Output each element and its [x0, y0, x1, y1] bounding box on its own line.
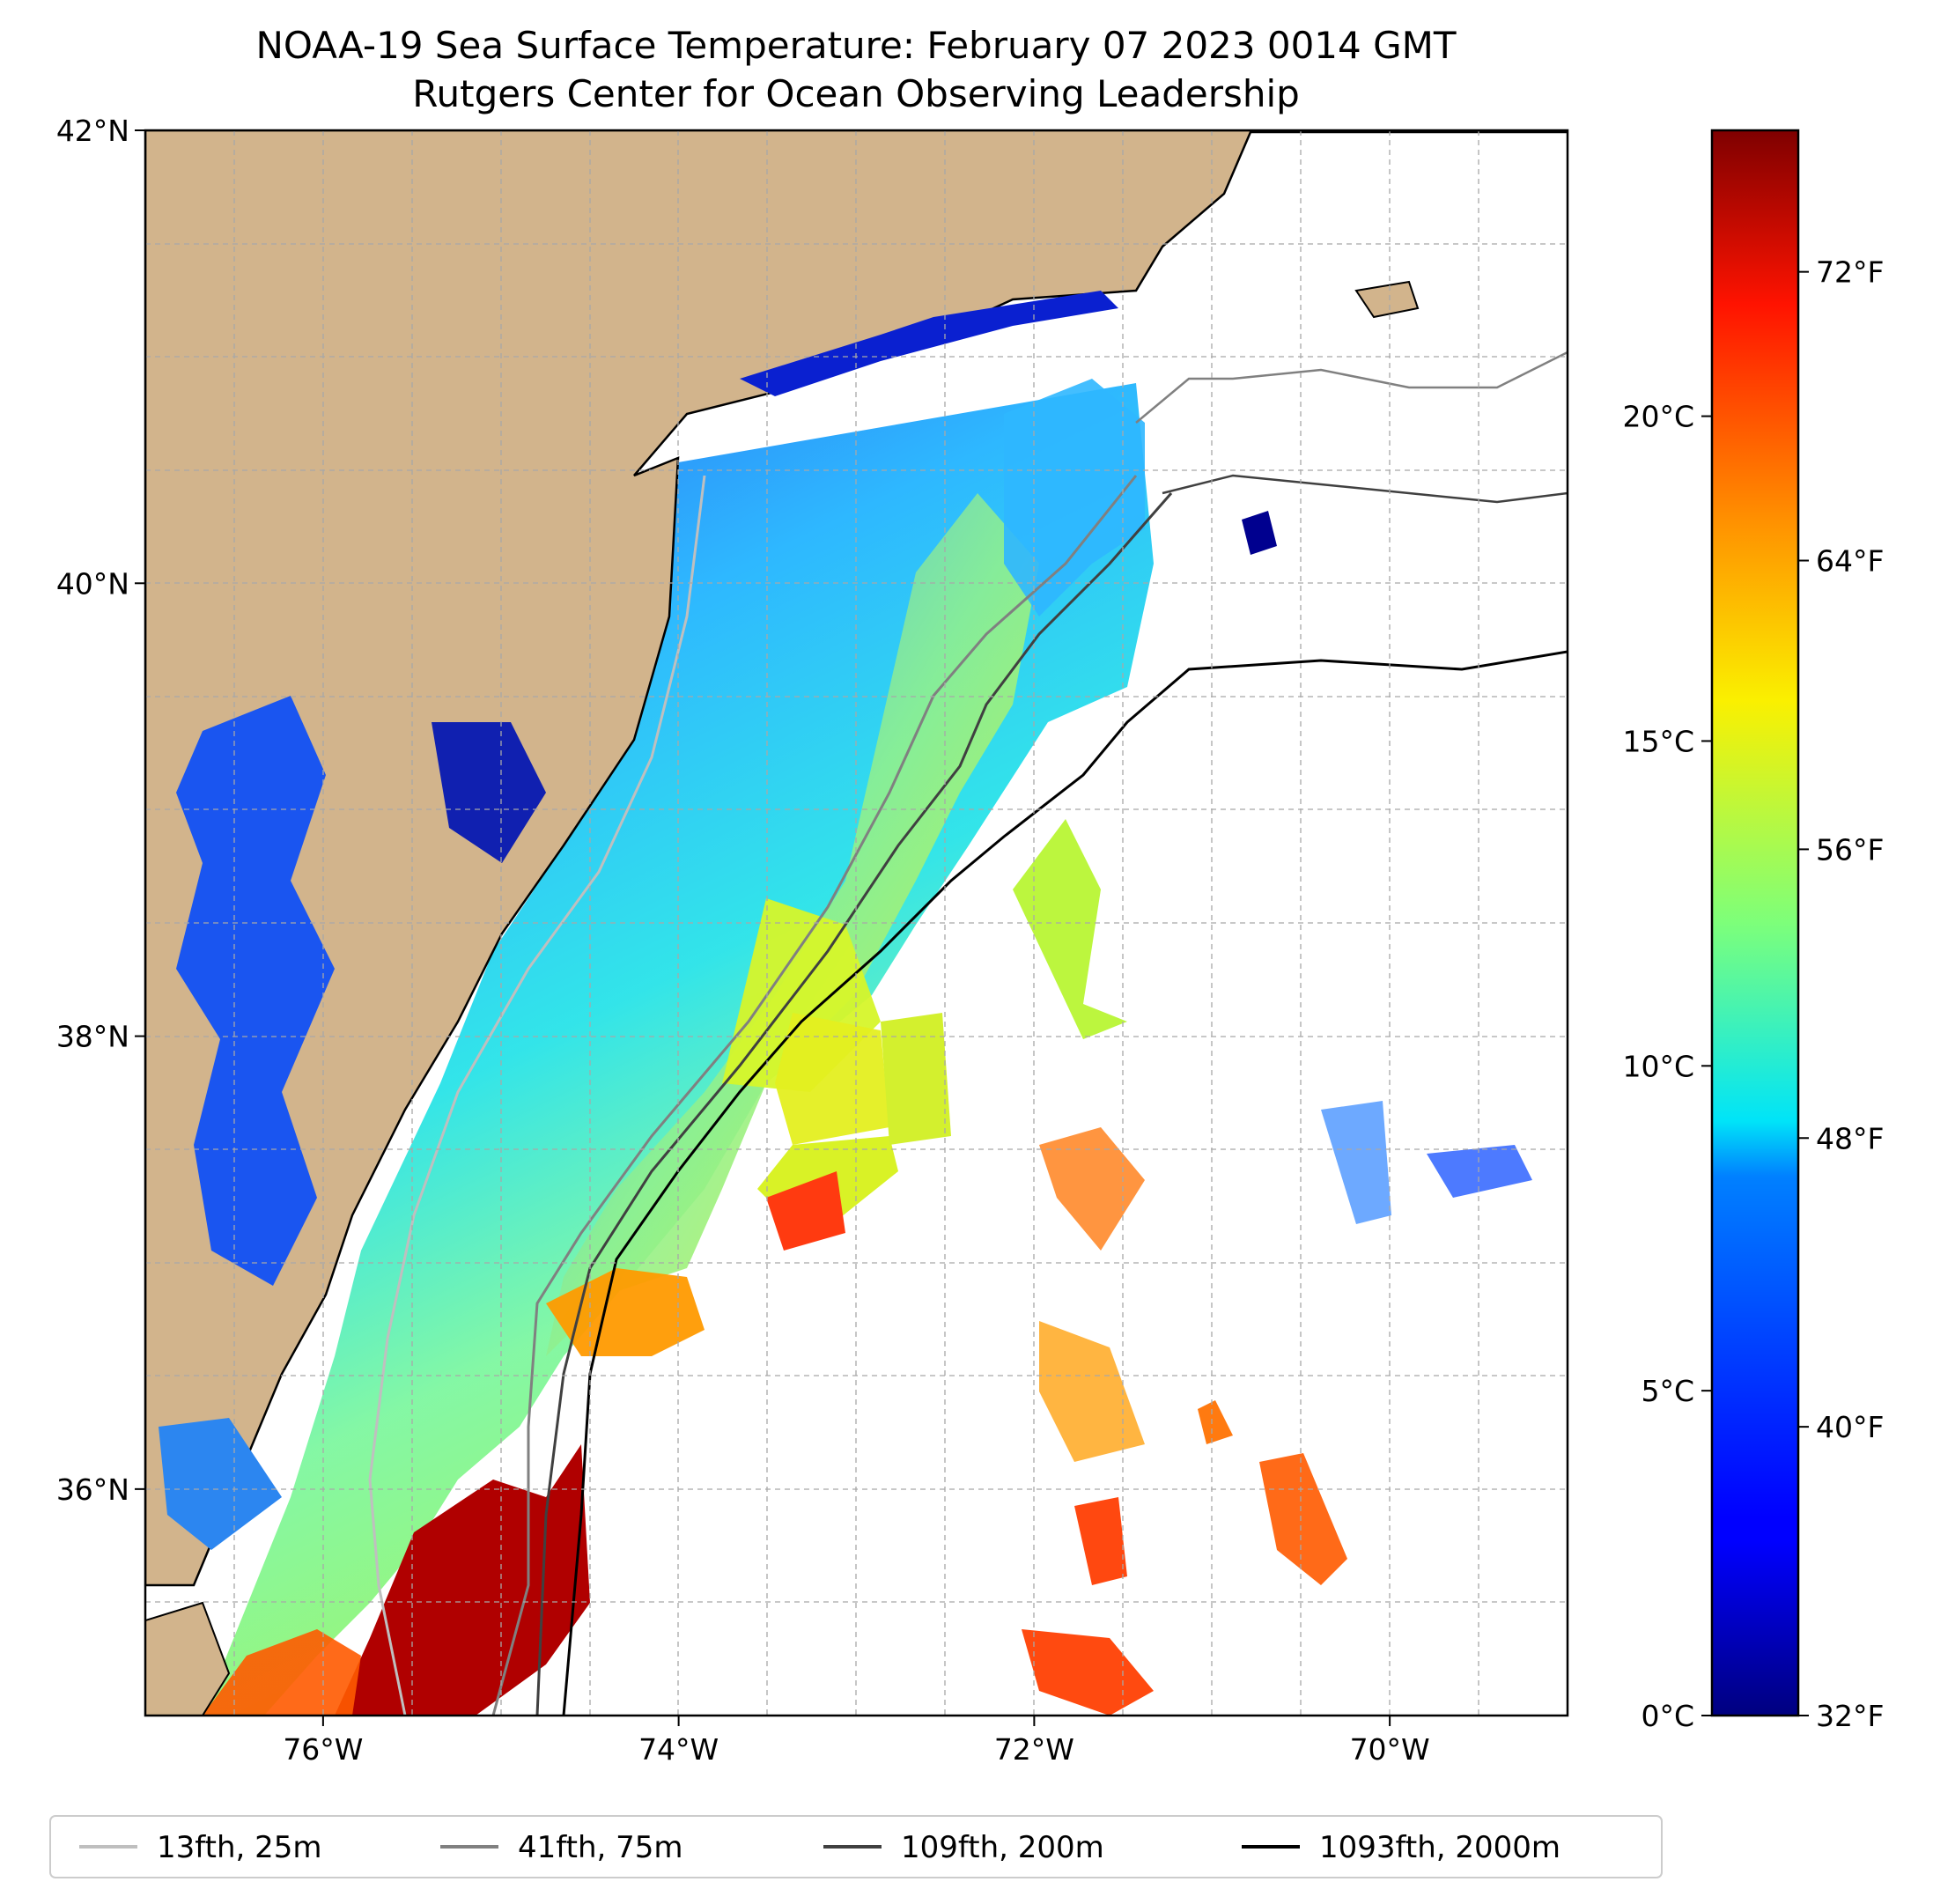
lon-tick-label: 70°W: [1350, 1732, 1430, 1767]
colorbar: [1710, 129, 1800, 1717]
contour-200m: [535, 492, 1173, 1716]
sst-patch-g: [1427, 1145, 1532, 1198]
fahrenheit-tick-label: 48°F: [1816, 1121, 1884, 1155]
celsius-tick-label: 20°C: [1622, 400, 1694, 434]
lon-ticks: 76°W 74°W 72°W 70°W: [283, 1716, 1430, 1767]
sst-patch-e: [1259, 1453, 1347, 1585]
bathymetry-contours: [368, 351, 1568, 1716]
celsius-tick-label: 5°C: [1641, 1374, 1694, 1408]
fahrenheit-tick-label: 56°F: [1816, 832, 1884, 867]
sst-patch-i: [1242, 511, 1277, 555]
contour-75m: [491, 475, 1138, 1716]
sst-patch-h: [766, 1171, 845, 1251]
colorbar-celsius-ticks: 0°C 5°C 10°C 15°C 20°C: [1622, 400, 1712, 1733]
sst-yellow-patch-4: [881, 1013, 951, 1145]
contour-75m-north: [1135, 351, 1568, 424]
inland-waters: [159, 291, 1118, 1550]
legend-label: 41fth, 75m: [518, 1830, 683, 1865]
delaware-bay: [432, 722, 546, 863]
sst-patch-d: [1022, 1629, 1154, 1716]
map-subtitle: Rutgers Center for Ocean Observing Leade…: [412, 72, 1300, 115]
sst-patch-b: [1039, 1321, 1145, 1462]
lon-tick-label: 76°W: [283, 1732, 363, 1767]
albemarle-sound: [159, 1418, 282, 1550]
lat-ticks: 42°N 40°N 38°N 36°N: [56, 114, 145, 1507]
colorbar-fahrenheit-ticks: 32°F 40°F 48°F 56°F 64°F 72°F: [1798, 255, 1884, 1733]
map-frame: [144, 129, 1569, 1717]
celsius-tick-label: 15°C: [1622, 724, 1694, 758]
lon-tick-label: 74°W: [638, 1732, 719, 1767]
lat-tick-label: 38°N: [56, 1020, 129, 1054]
land-nantucket: [1354, 280, 1420, 319]
sst-gulf-stream-red: [335, 1444, 590, 1716]
sst-offshore-green: [1013, 819, 1127, 1039]
sst-patch-j: [1198, 1400, 1233, 1444]
sst-patch-f: [1321, 1101, 1391, 1224]
sst-offshore-blue: [1004, 379, 1145, 616]
lat-tick-label: 40°N: [56, 566, 129, 601]
lat-tick-label: 36°N: [56, 1472, 129, 1507]
sst-warm-shelf-edge: [546, 493, 1039, 1356]
map-panel: [145, 130, 1568, 1716]
sst-yellow-patch-2: [775, 1013, 889, 1145]
land-mass-south: [145, 1601, 231, 1716]
legend-label: 1093fth, 2000m: [1319, 1830, 1560, 1865]
sst-patch-a: [1039, 1127, 1145, 1251]
celsius-tick-label: 10°C: [1622, 1049, 1694, 1083]
legend-label: 13fth, 25m: [157, 1830, 322, 1865]
fahrenheit-tick-label: 32°F: [1816, 1699, 1884, 1733]
legend-label: 109fth, 200m: [901, 1830, 1104, 1865]
sst-patch-c: [1074, 1497, 1127, 1585]
celsius-tick-label: 0°C: [1641, 1699, 1694, 1733]
sst-field: [203, 379, 1532, 1716]
map-title: NOAA-19 Sea Surface Temperature: Februar…: [255, 24, 1456, 67]
lat-tick-label: 42°N: [56, 114, 129, 148]
contour-200m-north: [1162, 474, 1568, 504]
gridlines: [145, 130, 1568, 1716]
legend: 13fth, 25m 41fth, 75m 109fth, 200m 1093fth,…: [49, 1815, 1663, 1878]
lon-tick-label: 72°W: [994, 1732, 1074, 1767]
sst-orange-coastal: [203, 1629, 361, 1716]
fahrenheit-tick-label: 72°F: [1816, 255, 1884, 290]
chesapeake-bay: [176, 696, 335, 1286]
contour-25m: [368, 475, 706, 1716]
fahrenheit-tick-label: 64°F: [1816, 544, 1884, 579]
fahrenheit-tick-label: 40°F: [1816, 1410, 1884, 1444]
contour-2000m: [562, 650, 1568, 1716]
long-island-sound: [740, 291, 1118, 396]
